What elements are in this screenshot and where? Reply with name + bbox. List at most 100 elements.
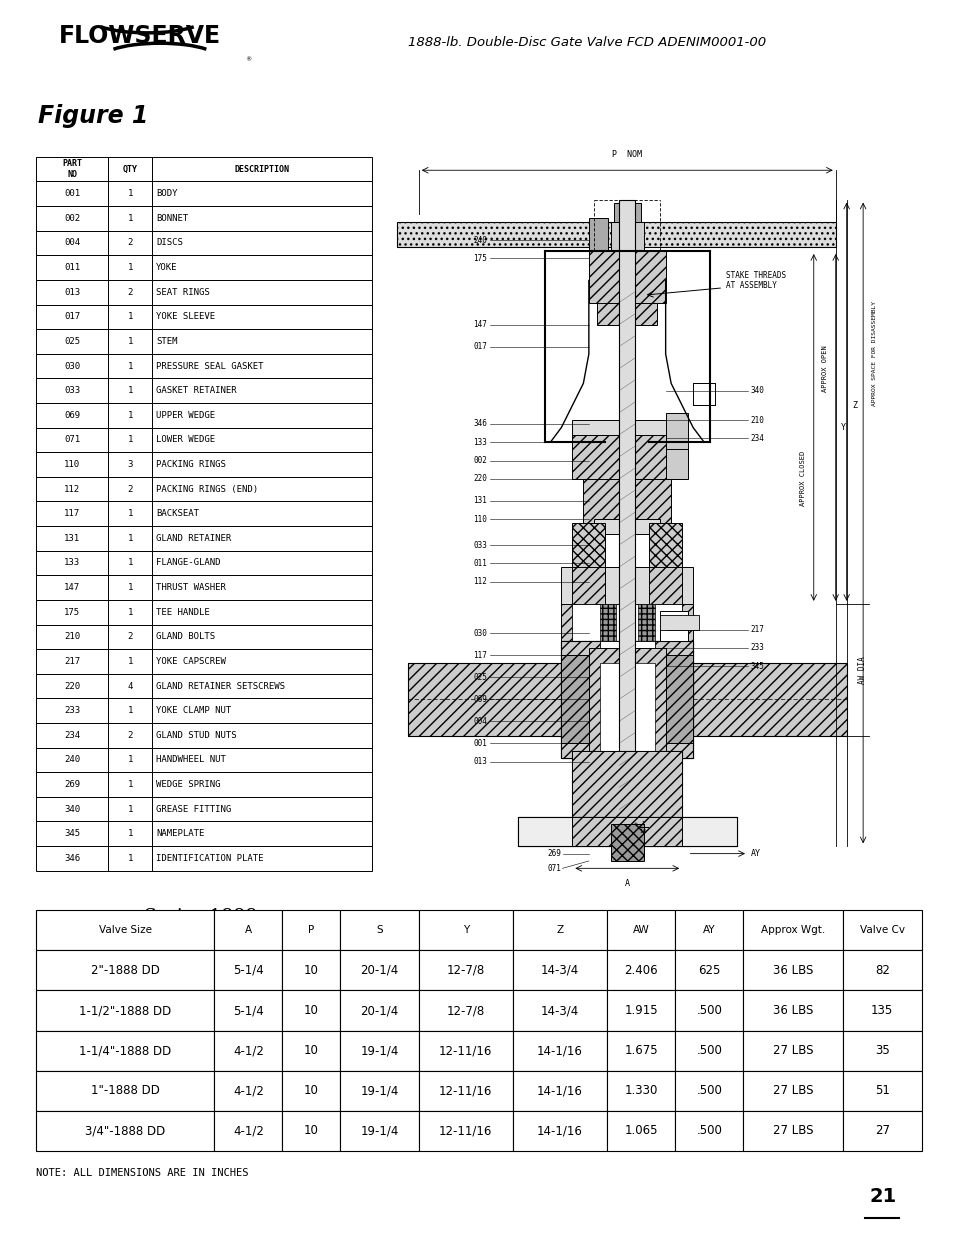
Text: PRESSURE SEAL GASKET: PRESSURE SEAL GASKET bbox=[156, 362, 263, 370]
Text: 1: 1 bbox=[128, 411, 132, 420]
Text: NAMEPLATE: NAMEPLATE bbox=[156, 829, 204, 839]
Text: 1: 1 bbox=[128, 829, 132, 839]
Bar bbox=[572, 751, 681, 824]
Bar bbox=[665, 412, 687, 457]
Text: 1.915: 1.915 bbox=[624, 1004, 658, 1018]
Bar bbox=[282, 1071, 339, 1112]
Text: 131: 131 bbox=[473, 496, 487, 505]
Text: 21: 21 bbox=[869, 1188, 896, 1207]
Text: Y: Y bbox=[841, 422, 845, 432]
Bar bbox=[613, 204, 640, 222]
Text: 1: 1 bbox=[128, 436, 132, 445]
Bar bbox=[152, 231, 372, 256]
Bar bbox=[214, 990, 282, 1030]
Bar bbox=[152, 501, 372, 526]
Bar bbox=[36, 1112, 214, 1151]
Bar bbox=[109, 305, 152, 330]
Bar bbox=[152, 650, 372, 674]
Text: Valve Cv: Valve Cv bbox=[859, 925, 903, 935]
Bar bbox=[588, 648, 665, 751]
Bar bbox=[675, 1071, 742, 1112]
Text: 340: 340 bbox=[750, 387, 763, 395]
Bar bbox=[588, 251, 665, 303]
Text: 1.330: 1.330 bbox=[624, 1084, 658, 1098]
Text: 14-3/4: 14-3/4 bbox=[540, 963, 578, 977]
Text: 131: 131 bbox=[64, 534, 80, 543]
Text: ®: ® bbox=[245, 58, 251, 63]
Text: 27 LBS: 27 LBS bbox=[772, 1124, 813, 1137]
Bar bbox=[572, 751, 681, 824]
Bar bbox=[109, 452, 152, 477]
Text: Z: Z bbox=[851, 401, 856, 410]
Text: FLOWSERVE: FLOWSERVE bbox=[59, 23, 221, 48]
Bar bbox=[36, 330, 109, 353]
Text: 1-1/4"-1888 DD: 1-1/4"-1888 DD bbox=[79, 1044, 172, 1057]
Text: 110: 110 bbox=[64, 459, 80, 469]
Bar bbox=[36, 206, 109, 231]
Bar bbox=[282, 1030, 339, 1071]
Bar bbox=[152, 674, 372, 698]
Text: WEDGE SPRING: WEDGE SPRING bbox=[156, 781, 220, 789]
Text: 5-1/4: 5-1/4 bbox=[233, 1004, 264, 1018]
Text: 220: 220 bbox=[473, 474, 487, 483]
Bar bbox=[572, 420, 681, 435]
Bar bbox=[152, 625, 372, 650]
Bar bbox=[152, 157, 372, 182]
Text: 12-7/8: 12-7/8 bbox=[446, 963, 484, 977]
Text: TEE HANDLE: TEE HANDLE bbox=[156, 608, 210, 616]
Bar bbox=[109, 477, 152, 501]
Bar bbox=[418, 951, 513, 990]
Text: 1: 1 bbox=[128, 583, 132, 592]
Bar bbox=[152, 256, 372, 280]
Bar bbox=[109, 231, 152, 256]
Bar bbox=[339, 910, 418, 951]
Bar bbox=[152, 600, 372, 625]
Bar bbox=[109, 551, 152, 576]
Text: 340: 340 bbox=[64, 805, 80, 814]
Text: 033: 033 bbox=[473, 541, 487, 550]
Text: 234: 234 bbox=[64, 731, 80, 740]
Text: 234: 234 bbox=[750, 433, 763, 443]
Bar bbox=[560, 641, 692, 758]
Bar bbox=[36, 526, 109, 551]
Text: 175: 175 bbox=[473, 254, 487, 263]
Bar bbox=[36, 698, 109, 722]
Bar bbox=[517, 816, 736, 846]
Bar bbox=[214, 951, 282, 990]
Bar bbox=[152, 427, 372, 452]
Bar bbox=[36, 305, 109, 330]
Text: 625: 625 bbox=[698, 963, 720, 977]
Bar bbox=[152, 576, 372, 600]
Text: 20-1/4: 20-1/4 bbox=[360, 1004, 398, 1018]
Text: AY: AY bbox=[702, 925, 715, 935]
Bar bbox=[648, 567, 681, 604]
Bar bbox=[109, 403, 152, 427]
Bar bbox=[572, 816, 681, 846]
Bar bbox=[607, 1112, 675, 1151]
Text: 112: 112 bbox=[473, 577, 487, 587]
Text: 82: 82 bbox=[874, 963, 889, 977]
Text: 025: 025 bbox=[473, 673, 487, 682]
Text: 017: 017 bbox=[64, 312, 80, 321]
Bar bbox=[109, 526, 152, 551]
Text: GASKET RETAINER: GASKET RETAINER bbox=[156, 387, 236, 395]
Bar bbox=[599, 641, 654, 758]
Bar bbox=[36, 452, 109, 477]
Bar bbox=[152, 551, 372, 576]
Text: 4-1/2: 4-1/2 bbox=[233, 1084, 264, 1098]
Bar bbox=[152, 846, 372, 871]
Text: UPPER WEDGE: UPPER WEDGE bbox=[156, 411, 215, 420]
Text: 10: 10 bbox=[303, 1004, 318, 1018]
Text: STAKE THREADS
AT ASSEMBLY: STAKE THREADS AT ASSEMBLY bbox=[725, 270, 785, 290]
Bar bbox=[339, 1112, 418, 1151]
Text: 12-11/16: 12-11/16 bbox=[438, 1124, 492, 1137]
Bar bbox=[513, 1071, 607, 1112]
Bar bbox=[109, 378, 152, 403]
Text: 240: 240 bbox=[473, 236, 487, 245]
Text: 1: 1 bbox=[128, 509, 132, 519]
Text: Valve Size: Valve Size bbox=[99, 925, 152, 935]
Bar bbox=[36, 501, 109, 526]
Bar bbox=[517, 816, 736, 846]
Bar bbox=[152, 353, 372, 378]
Text: 217: 217 bbox=[750, 625, 763, 634]
